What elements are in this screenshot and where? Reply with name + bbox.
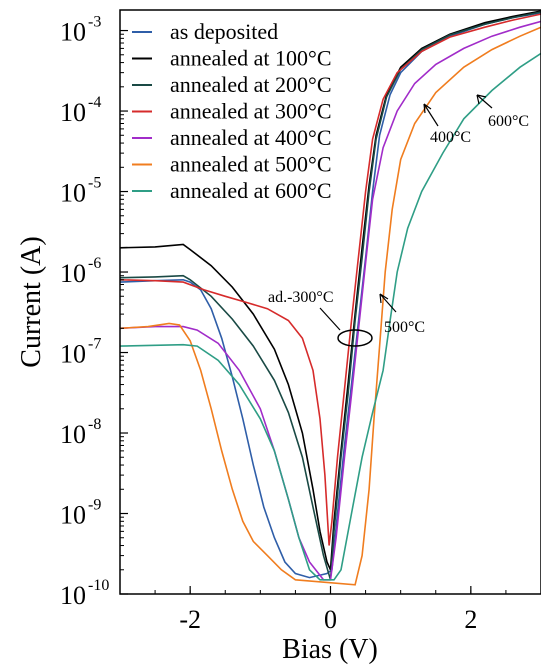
annotation-ellipse bbox=[337, 329, 373, 347]
annotation-arrow bbox=[423, 103, 439, 127]
series-line-5 bbox=[119, 20, 541, 581]
x-tick-label: -2 bbox=[179, 605, 201, 634]
legend-label: as deposited bbox=[170, 19, 278, 44]
y-tick-label: 10 bbox=[60, 581, 86, 610]
y-tick-exponent: -4 bbox=[88, 94, 101, 111]
annotation-arrow bbox=[319, 307, 341, 331]
y-tick-label: 10 bbox=[60, 501, 86, 530]
y-tick-exponent: -9 bbox=[88, 497, 101, 514]
y-tick-label: 10 bbox=[60, 259, 86, 288]
annotation-500: 500°C bbox=[384, 319, 425, 336]
annotation-400: 400°C bbox=[430, 129, 471, 146]
y-tick-exponent: -7 bbox=[88, 336, 101, 353]
annotations-group: ad.-300°C 400°C 600°C 500°C bbox=[268, 94, 529, 347]
x-tick-label: 2 bbox=[464, 605, 477, 634]
y-tick-label: 10 bbox=[60, 179, 86, 208]
legend-label: annealed at 600°C bbox=[170, 178, 332, 203]
y-tick-label: 10 bbox=[60, 98, 86, 127]
annotation-arrow bbox=[379, 293, 397, 313]
series-line-7 bbox=[119, 52, 541, 581]
y-tick-exponent: -3 bbox=[88, 14, 101, 31]
series-line-6 bbox=[119, 26, 541, 586]
annotation-arrowhead bbox=[476, 94, 487, 105]
series-line-1 bbox=[119, 12, 541, 579]
annotation-600: 600°C bbox=[488, 113, 529, 130]
y-tick-exponent: -8 bbox=[88, 416, 101, 433]
y-tick-exponent: -6 bbox=[88, 255, 101, 272]
y-tick-label: 10 bbox=[60, 420, 86, 449]
annotation-arrowhead bbox=[379, 293, 389, 304]
legend-label: annealed at 500°C bbox=[170, 152, 332, 177]
y-tick-exponent: -10 bbox=[88, 577, 109, 594]
y-tick-label: 10 bbox=[60, 340, 86, 369]
legend-label: annealed at 300°C bbox=[170, 99, 332, 124]
y-axis-label: Current (A) bbox=[16, 236, 47, 367]
series-line-4 bbox=[119, 13, 541, 546]
legend-label: annealed at 400°C bbox=[170, 125, 332, 150]
x-axis-label: Bias (V) bbox=[282, 634, 378, 665]
x-axis-ticks: -2 0 2 bbox=[119, 586, 541, 634]
y-tick-label: 10 bbox=[60, 18, 86, 47]
annotation-ad-300: ad.-300°C bbox=[268, 289, 334, 306]
legend-label: annealed at 100°C bbox=[170, 46, 332, 71]
curves-group bbox=[119, 10, 541, 586]
annotation-arrowhead bbox=[423, 103, 432, 114]
legend-label: annealed at 200°C bbox=[170, 72, 332, 97]
series-line-3 bbox=[119, 11, 541, 581]
annotation-arrow bbox=[476, 94, 493, 109]
y-tick-exponent: -5 bbox=[88, 175, 101, 192]
x-tick-label: 0 bbox=[324, 605, 337, 634]
